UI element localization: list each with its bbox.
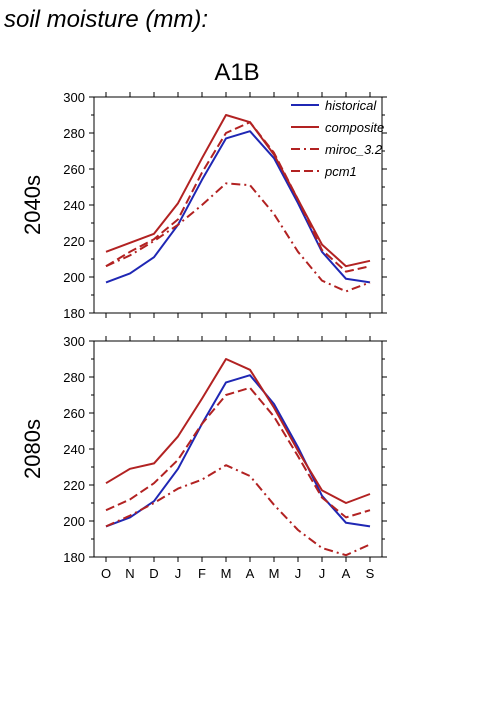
y-tick-label: 220 [63,478,85,493]
row-label: 2040s [20,175,45,235]
legend-label: historical [325,98,377,113]
row-label: 2080s [20,419,45,479]
y-tick-label: 260 [63,406,85,421]
x-tick-label: A [246,566,255,581]
y-tick-label: 240 [63,198,85,213]
panel-2040s: 180 200 220 240 260 280 300 2040s [20,90,387,321]
panel-title: A1B [214,59,259,86]
y-tick-label: 220 [63,234,85,249]
y-tick-label: 300 [63,90,85,105]
series-line-historical [105,130,371,284]
y-tick-label: 200 [63,270,85,285]
y-tick-label: 280 [63,370,85,385]
chart-panels: 180 200 220 240 260 280 300 2040s 180 200 220 240 26… [20,90,387,581]
x-tick-label: M [221,566,232,581]
x-tick-label: F [198,566,206,581]
series-line-historical [105,374,371,528]
y-tick-label: 240 [63,442,85,457]
series-line-composite [105,114,371,268]
x-tick-label: S [366,566,375,581]
series-line-miroc-3-2 [105,464,371,557]
x-tick-label: N [125,566,134,581]
y-tick-label: 280 [63,126,85,141]
y-tick-label: 260 [63,162,85,177]
series-line-composite [105,358,371,504]
x-tick-label: J [175,566,182,581]
legend-label: pcm1 [324,164,357,179]
x-tick-label: O [101,566,111,581]
legend-label: miroc_3.2 [325,142,383,157]
x-tick-label: D [149,566,158,581]
y-tick-label: 300 [63,334,85,349]
y-tick-label: 180 [63,550,85,565]
legend-label: composite [325,120,384,135]
x-tick-label: J [295,566,302,581]
series-line-miroc-3-2 [105,182,371,293]
page-title: soil moisture (mm): [4,6,208,33]
y-tick-label: 180 [63,306,85,321]
series-line-pcm1 [105,386,371,519]
legend: historical composite miroc_3.2 pcm1 [291,98,384,179]
y-tick-label: 200 [63,514,85,529]
x-tick-label: J [319,566,326,581]
plot-frame [93,340,383,558]
x-tick-label: A [342,566,351,581]
x-tick-label: M [269,566,280,581]
series-line-pcm1 [105,121,371,273]
